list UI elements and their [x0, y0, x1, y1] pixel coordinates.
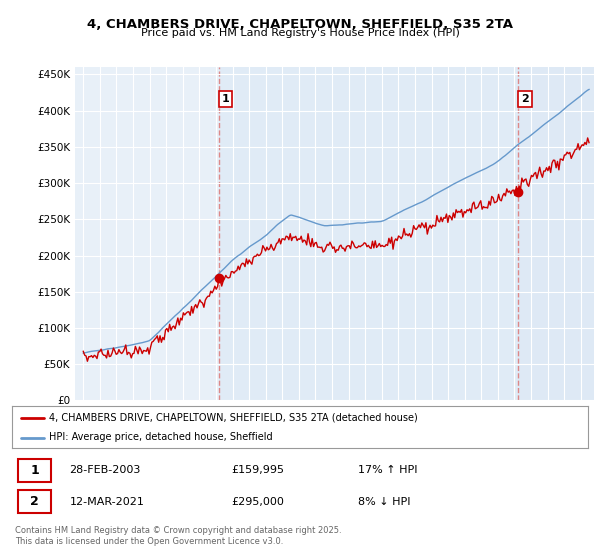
Text: 28-FEB-2003: 28-FEB-2003	[70, 465, 141, 475]
Text: Price paid vs. HM Land Registry's House Price Index (HPI): Price paid vs. HM Land Registry's House …	[140, 28, 460, 38]
Text: Contains HM Land Registry data © Crown copyright and database right 2025.
This d: Contains HM Land Registry data © Crown c…	[15, 526, 341, 546]
Text: 1: 1	[30, 464, 39, 477]
Text: 4, CHAMBERS DRIVE, CHAPELTOWN, SHEFFIELD, S35 2TA (detached house): 4, CHAMBERS DRIVE, CHAPELTOWN, SHEFFIELD…	[49, 413, 418, 423]
Text: 2: 2	[521, 94, 529, 104]
Bar	[218, 67, 594, 400]
Bar	[518, 67, 594, 400]
Text: £159,995: £159,995	[231, 465, 284, 475]
Text: 1: 1	[222, 94, 230, 104]
Text: 17% ↑ HPI: 17% ↑ HPI	[358, 465, 417, 475]
Text: 12-MAR-2021: 12-MAR-2021	[70, 497, 145, 507]
Text: £295,000: £295,000	[231, 497, 284, 507]
Bar	[18, 459, 51, 482]
Text: 4, CHAMBERS DRIVE, CHAPELTOWN, SHEFFIELD, S35 2TA: 4, CHAMBERS DRIVE, CHAPELTOWN, SHEFFIELD…	[87, 18, 513, 31]
Text: HPI: Average price, detached house, Sheffield: HPI: Average price, detached house, Shef…	[49, 432, 273, 442]
Text: 2: 2	[30, 495, 39, 508]
Bar	[18, 490, 51, 513]
Text: 8% ↓ HPI: 8% ↓ HPI	[358, 497, 410, 507]
